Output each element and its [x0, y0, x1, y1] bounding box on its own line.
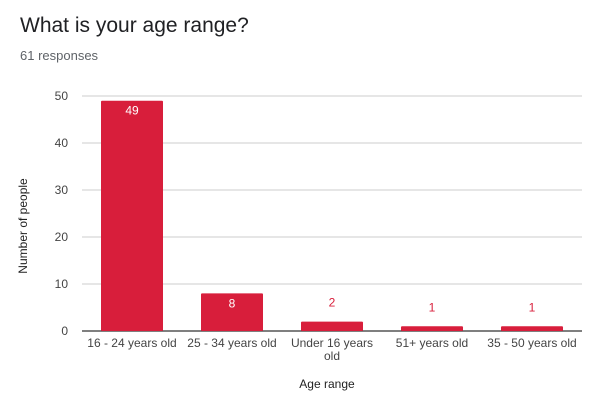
y-tick-label: 10 [55, 277, 69, 291]
x-tick-label: old [324, 349, 340, 363]
x-tick-label: 16 - 24 years old [87, 336, 176, 350]
x-tick-label: 25 - 34 years old [187, 336, 276, 350]
data-label: 49 [125, 104, 139, 118]
bar [101, 100, 163, 331]
y-tick-label: 30 [55, 183, 69, 197]
bars: 49 8 2 1 1 [101, 100, 563, 331]
x-tick-label: 35 - 50 years old [487, 336, 576, 350]
x-tick-label: 51+ years old [396, 336, 468, 350]
x-tick-label: Under 16 years [291, 336, 373, 350]
data-label: 2 [329, 296, 336, 310]
chart-title: What is your age range? [20, 14, 249, 37]
bar [501, 326, 563, 331]
data-label: 1 [429, 300, 436, 314]
y-tick-label: 40 [55, 136, 69, 150]
y-tick-label: 20 [55, 230, 69, 244]
y-axis-ticks: 0 10 20 30 40 50 [55, 89, 69, 338]
data-label: 1 [529, 300, 536, 314]
x-axis-ticks: 16 - 24 years old 25 - 34 years old Under … [87, 336, 576, 363]
y-tick-label: 0 [61, 324, 68, 338]
bar [301, 321, 363, 331]
bar [401, 326, 463, 331]
data-label: 8 [229, 296, 236, 310]
x-axis-title: Age range [299, 377, 355, 391]
y-axis-title: Number of people [16, 178, 30, 274]
bar [201, 293, 263, 331]
response-count: 61 responses [20, 48, 99, 63]
y-tick-label: 50 [55, 89, 69, 103]
